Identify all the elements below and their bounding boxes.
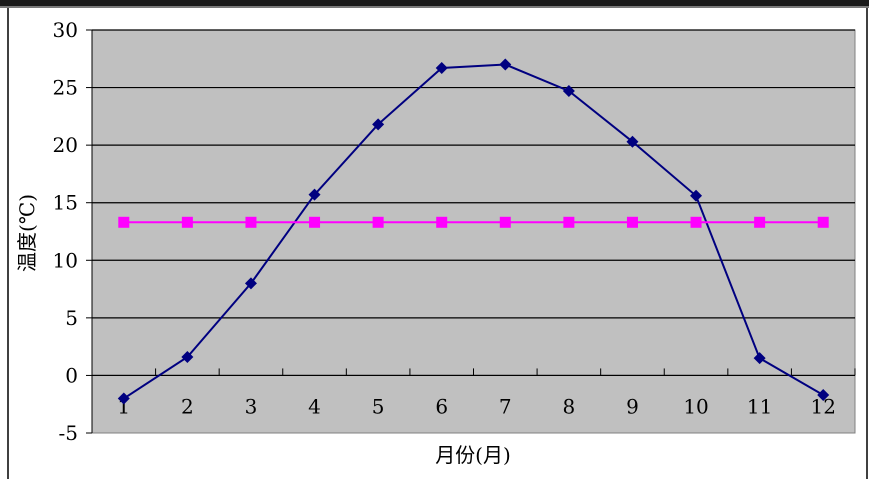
- series-1-point: [244, 277, 257, 290]
- x-tick-label: 5: [372, 394, 385, 418]
- series-2-point: [817, 216, 829, 228]
- series-1-point: [753, 352, 766, 365]
- x-tick-label: 6: [435, 394, 448, 418]
- series-2-point: [626, 216, 638, 228]
- series-1-point: [626, 135, 639, 148]
- series-1-point: [181, 351, 194, 364]
- y-axis: 30 25 20 15 10 5 0 -5: [53, 18, 93, 445]
- series-1-point: [117, 392, 130, 405]
- x-tick-label: 11: [747, 394, 772, 418]
- y-tick-label: 10: [53, 248, 78, 272]
- y-tick-label: 0: [65, 363, 78, 387]
- top-border-stripe: [0, 6, 869, 8]
- y-tick-label: 25: [53, 76, 78, 100]
- series-2-point: [563, 216, 575, 228]
- y-tick-label: 15: [53, 191, 78, 215]
- x-tick-label: 8: [563, 394, 576, 418]
- series-1-point: [308, 188, 321, 201]
- y-tick-label: 30: [53, 18, 78, 42]
- series-layer: [117, 58, 830, 405]
- y-axis-label: 温度(℃): [15, 194, 39, 272]
- series-2-point: [690, 216, 702, 228]
- x-tick-label: 7: [499, 394, 512, 418]
- series-1-point: [499, 58, 512, 71]
- series-2-point: [181, 216, 193, 228]
- series-1-point: [435, 61, 448, 74]
- series-1-point: [372, 118, 385, 131]
- top-border: [0, 0, 869, 6]
- y-tick-label: 20: [53, 133, 78, 157]
- x-axis-label: 月份(月): [435, 443, 511, 467]
- x-tick-label: 2: [181, 394, 194, 418]
- series-2-point: [499, 216, 511, 228]
- y-tick-label: -5: [59, 421, 78, 445]
- series-2-point: [372, 216, 384, 228]
- series-1-point: [562, 85, 575, 98]
- series-1-point: [690, 189, 703, 202]
- x-tick-label: 4: [308, 394, 321, 418]
- series-2-point: [754, 216, 766, 228]
- y-tick-label: 5: [65, 306, 78, 330]
- series-2-point: [245, 216, 257, 228]
- series-2-point: [118, 216, 130, 228]
- series-2-point: [436, 216, 448, 228]
- series-2-point: [309, 216, 321, 228]
- x-tick-label: 10: [683, 394, 708, 418]
- x-tick-label: 3: [245, 394, 258, 418]
- x-axis: 1 2 3 4 5 6 7 8 9 10 11 12: [91, 368, 856, 418]
- x-tick-label: 9: [626, 394, 639, 418]
- series-1-point: [817, 389, 830, 402]
